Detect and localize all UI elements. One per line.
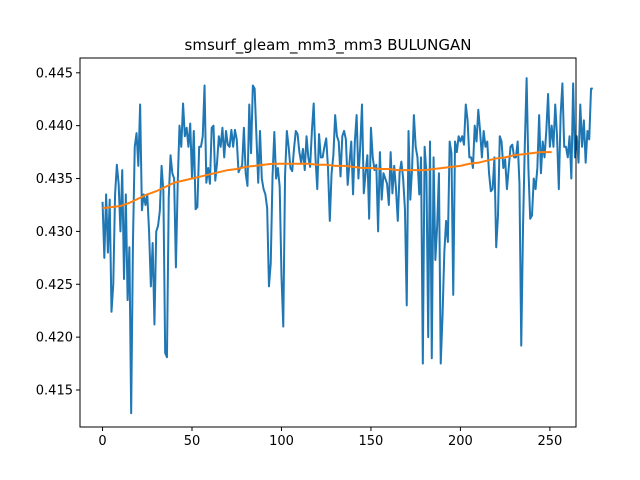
x-tick-label: 0 bbox=[98, 434, 106, 449]
x-tick-label: 100 bbox=[269, 434, 294, 449]
y-tick-label: 0.420 bbox=[36, 331, 73, 346]
x-axis: 0 50 100 150 200 250 bbox=[98, 427, 562, 449]
y-tick-label: 0.440 bbox=[36, 119, 73, 134]
series-line-2 bbox=[102, 151, 552, 210]
chart-title: smsurf_gleam_mm3_mm3 BULUNGAN bbox=[185, 36, 472, 55]
x-tick-label: 200 bbox=[448, 434, 473, 449]
y-tick-label: 0.435 bbox=[36, 172, 73, 187]
x-tick-label: 150 bbox=[359, 434, 384, 449]
y-tick-label: 0.445 bbox=[36, 66, 73, 81]
x-tick-label: 250 bbox=[537, 434, 562, 449]
y-axis: 0.415 0.420 0.425 0.430 0.435 0.440 0.445 bbox=[36, 66, 80, 398]
y-tick-label: 0.415 bbox=[36, 383, 73, 398]
plot-area bbox=[101, 77, 593, 415]
x-tick-label: 50 bbox=[184, 434, 201, 449]
y-tick-label: 0.425 bbox=[36, 278, 73, 293]
axes-frame bbox=[79, 57, 577, 428]
series-line-1 bbox=[101, 77, 593, 415]
y-tick-label: 0.430 bbox=[36, 225, 73, 240]
